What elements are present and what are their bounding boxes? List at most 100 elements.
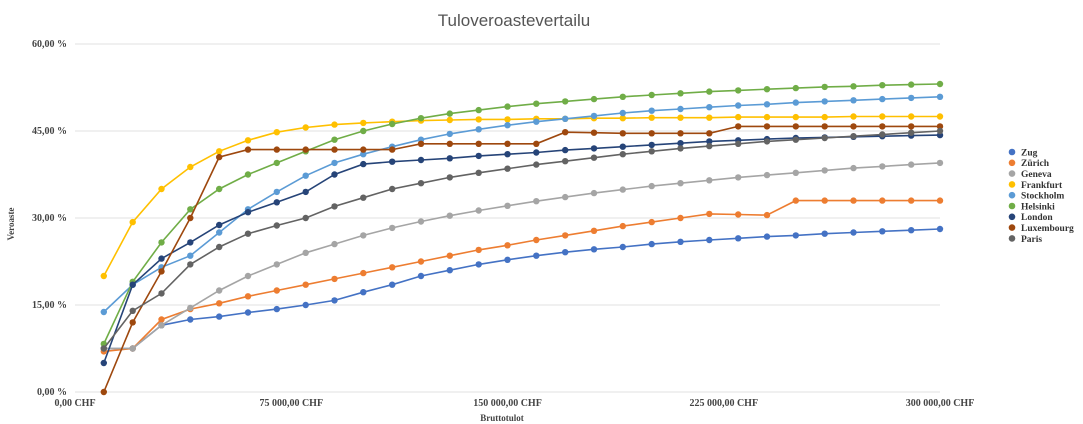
data-point-paris [100, 345, 108, 352]
legend-label-z-rich: Zürich [1021, 159, 1050, 169]
legend-label-geneva: Geneva [1021, 170, 1052, 180]
x-tick-label: 225 000,00 CHF [689, 398, 758, 409]
data-point-geneva [735, 174, 742, 181]
data-point-paris [302, 214, 309, 222]
data-point-stockholm [562, 115, 569, 123]
data-point-luxembourg [389, 146, 396, 153]
data-point-zug [504, 256, 511, 263]
data-point-z-rich [562, 232, 569, 239]
data-point-paris [648, 148, 655, 155]
data-point-luxembourg [158, 268, 165, 275]
legend-marker-z-rich [1008, 159, 1016, 167]
data-point-z-rich [504, 242, 511, 249]
data-point-stockholm [100, 308, 108, 316]
data-point-paris [244, 230, 252, 237]
data-point-paris [792, 136, 799, 143]
data-point-helsinki [792, 84, 799, 92]
data-point-helsinki [533, 100, 540, 107]
data-point-zug [533, 252, 540, 259]
data-point-z-rich [302, 281, 309, 288]
data-point-stockholm [792, 99, 799, 106]
data-point-luxembourg [100, 388, 108, 396]
data-point-helsinki [475, 106, 482, 114]
data-point-london [446, 155, 453, 162]
data-point-stockholm [590, 112, 598, 120]
data-point-zug [562, 249, 569, 256]
data-point-geneva [216, 287, 223, 294]
data-point-zug [908, 227, 915, 234]
data-point-paris [533, 161, 540, 168]
data-point-london [648, 141, 655, 149]
data-point-london [389, 158, 396, 165]
data-point-luxembourg [244, 146, 252, 153]
data-point-stockholm [648, 107, 655, 114]
series-line-luxembourg [103, 125, 940, 393]
data-point-zug [475, 261, 482, 268]
data-point-helsinki [879, 82, 886, 89]
data-point-geneva [504, 202, 511, 209]
data-point-frankfurt [273, 129, 280, 136]
y-tick-label: 60,00 % [32, 39, 67, 50]
series-line-zug [103, 228, 941, 350]
data-point-z-rich [936, 197, 944, 204]
data-point-paris [908, 129, 915, 136]
data-point-paris [187, 261, 194, 268]
data-point-geneva [331, 240, 338, 248]
data-point-zug [850, 229, 857, 236]
legend-marker-london [1008, 213, 1016, 221]
data-point-geneva [129, 345, 136, 352]
data-point-geneva [302, 249, 309, 256]
data-point-london [677, 140, 684, 147]
data-point-stockholm [908, 94, 915, 102]
series-line-paris [103, 130, 941, 349]
legend-label-helsinki: Helsinki [1021, 202, 1055, 212]
data-point-geneva [763, 171, 771, 179]
series-line-stockholm [103, 96, 941, 313]
data-point-paris [677, 145, 684, 152]
data-point-geneva [879, 163, 886, 170]
data-point-paris [619, 151, 626, 158]
data-point-z-rich [792, 197, 799, 204]
legend-label-paris: Paris [1021, 235, 1042, 245]
data-point-paris [735, 140, 742, 147]
data-point-stockholm [850, 97, 857, 104]
data-point-frankfurt [706, 114, 713, 121]
data-point-zug [735, 235, 742, 242]
data-point-helsinki [763, 86, 771, 93]
data-point-helsinki [504, 103, 511, 110]
data-point-frankfurt [187, 163, 194, 171]
data-point-z-rich [821, 197, 828, 204]
x-tick-label: 300 000,00 CHF [906, 398, 975, 409]
data-point-paris [360, 194, 367, 201]
data-point-z-rich [417, 258, 425, 265]
data-point-geneva [590, 189, 598, 197]
data-point-frankfurt [792, 113, 799, 121]
data-point-geneva [389, 224, 396, 232]
series-line-geneva [103, 162, 941, 350]
y-axis-tick-labels: 0,00 % 15,00 % 30,00 % 45,00 % 60,00 % [32, 39, 67, 398]
data-point-helsinki [850, 83, 857, 90]
data-point-geneva [562, 193, 569, 201]
x-axis-tick-labels: 0,00 CHF 75 000,00 CHF 150 000,00 CHF 225 0… [54, 398, 974, 409]
data-point-paris [129, 307, 136, 314]
data-point-london [331, 171, 338, 178]
data-point-zug [187, 316, 194, 323]
legend-marker-zug [1008, 148, 1016, 156]
data-point-frankfurt [936, 113, 944, 120]
data-point-geneva [360, 232, 367, 239]
x-axis-title: Bruttotulot [480, 413, 524, 423]
series-paris [100, 127, 944, 352]
data-point-stockholm [302, 172, 309, 179]
data-point-helsinki [389, 120, 396, 128]
data-point-stockholm [619, 109, 626, 117]
data-point-stockholm [677, 105, 684, 113]
data-point-luxembourg [792, 123, 799, 130]
data-point-z-rich [533, 236, 540, 244]
series-luxembourg [100, 123, 944, 396]
data-point-stockholm [331, 159, 338, 167]
data-point-z-rich [850, 197, 857, 204]
data-point-frankfurt [763, 113, 771, 121]
data-point-london [158, 255, 165, 262]
data-point-frankfurt [850, 113, 857, 120]
data-point-geneva [706, 177, 713, 184]
